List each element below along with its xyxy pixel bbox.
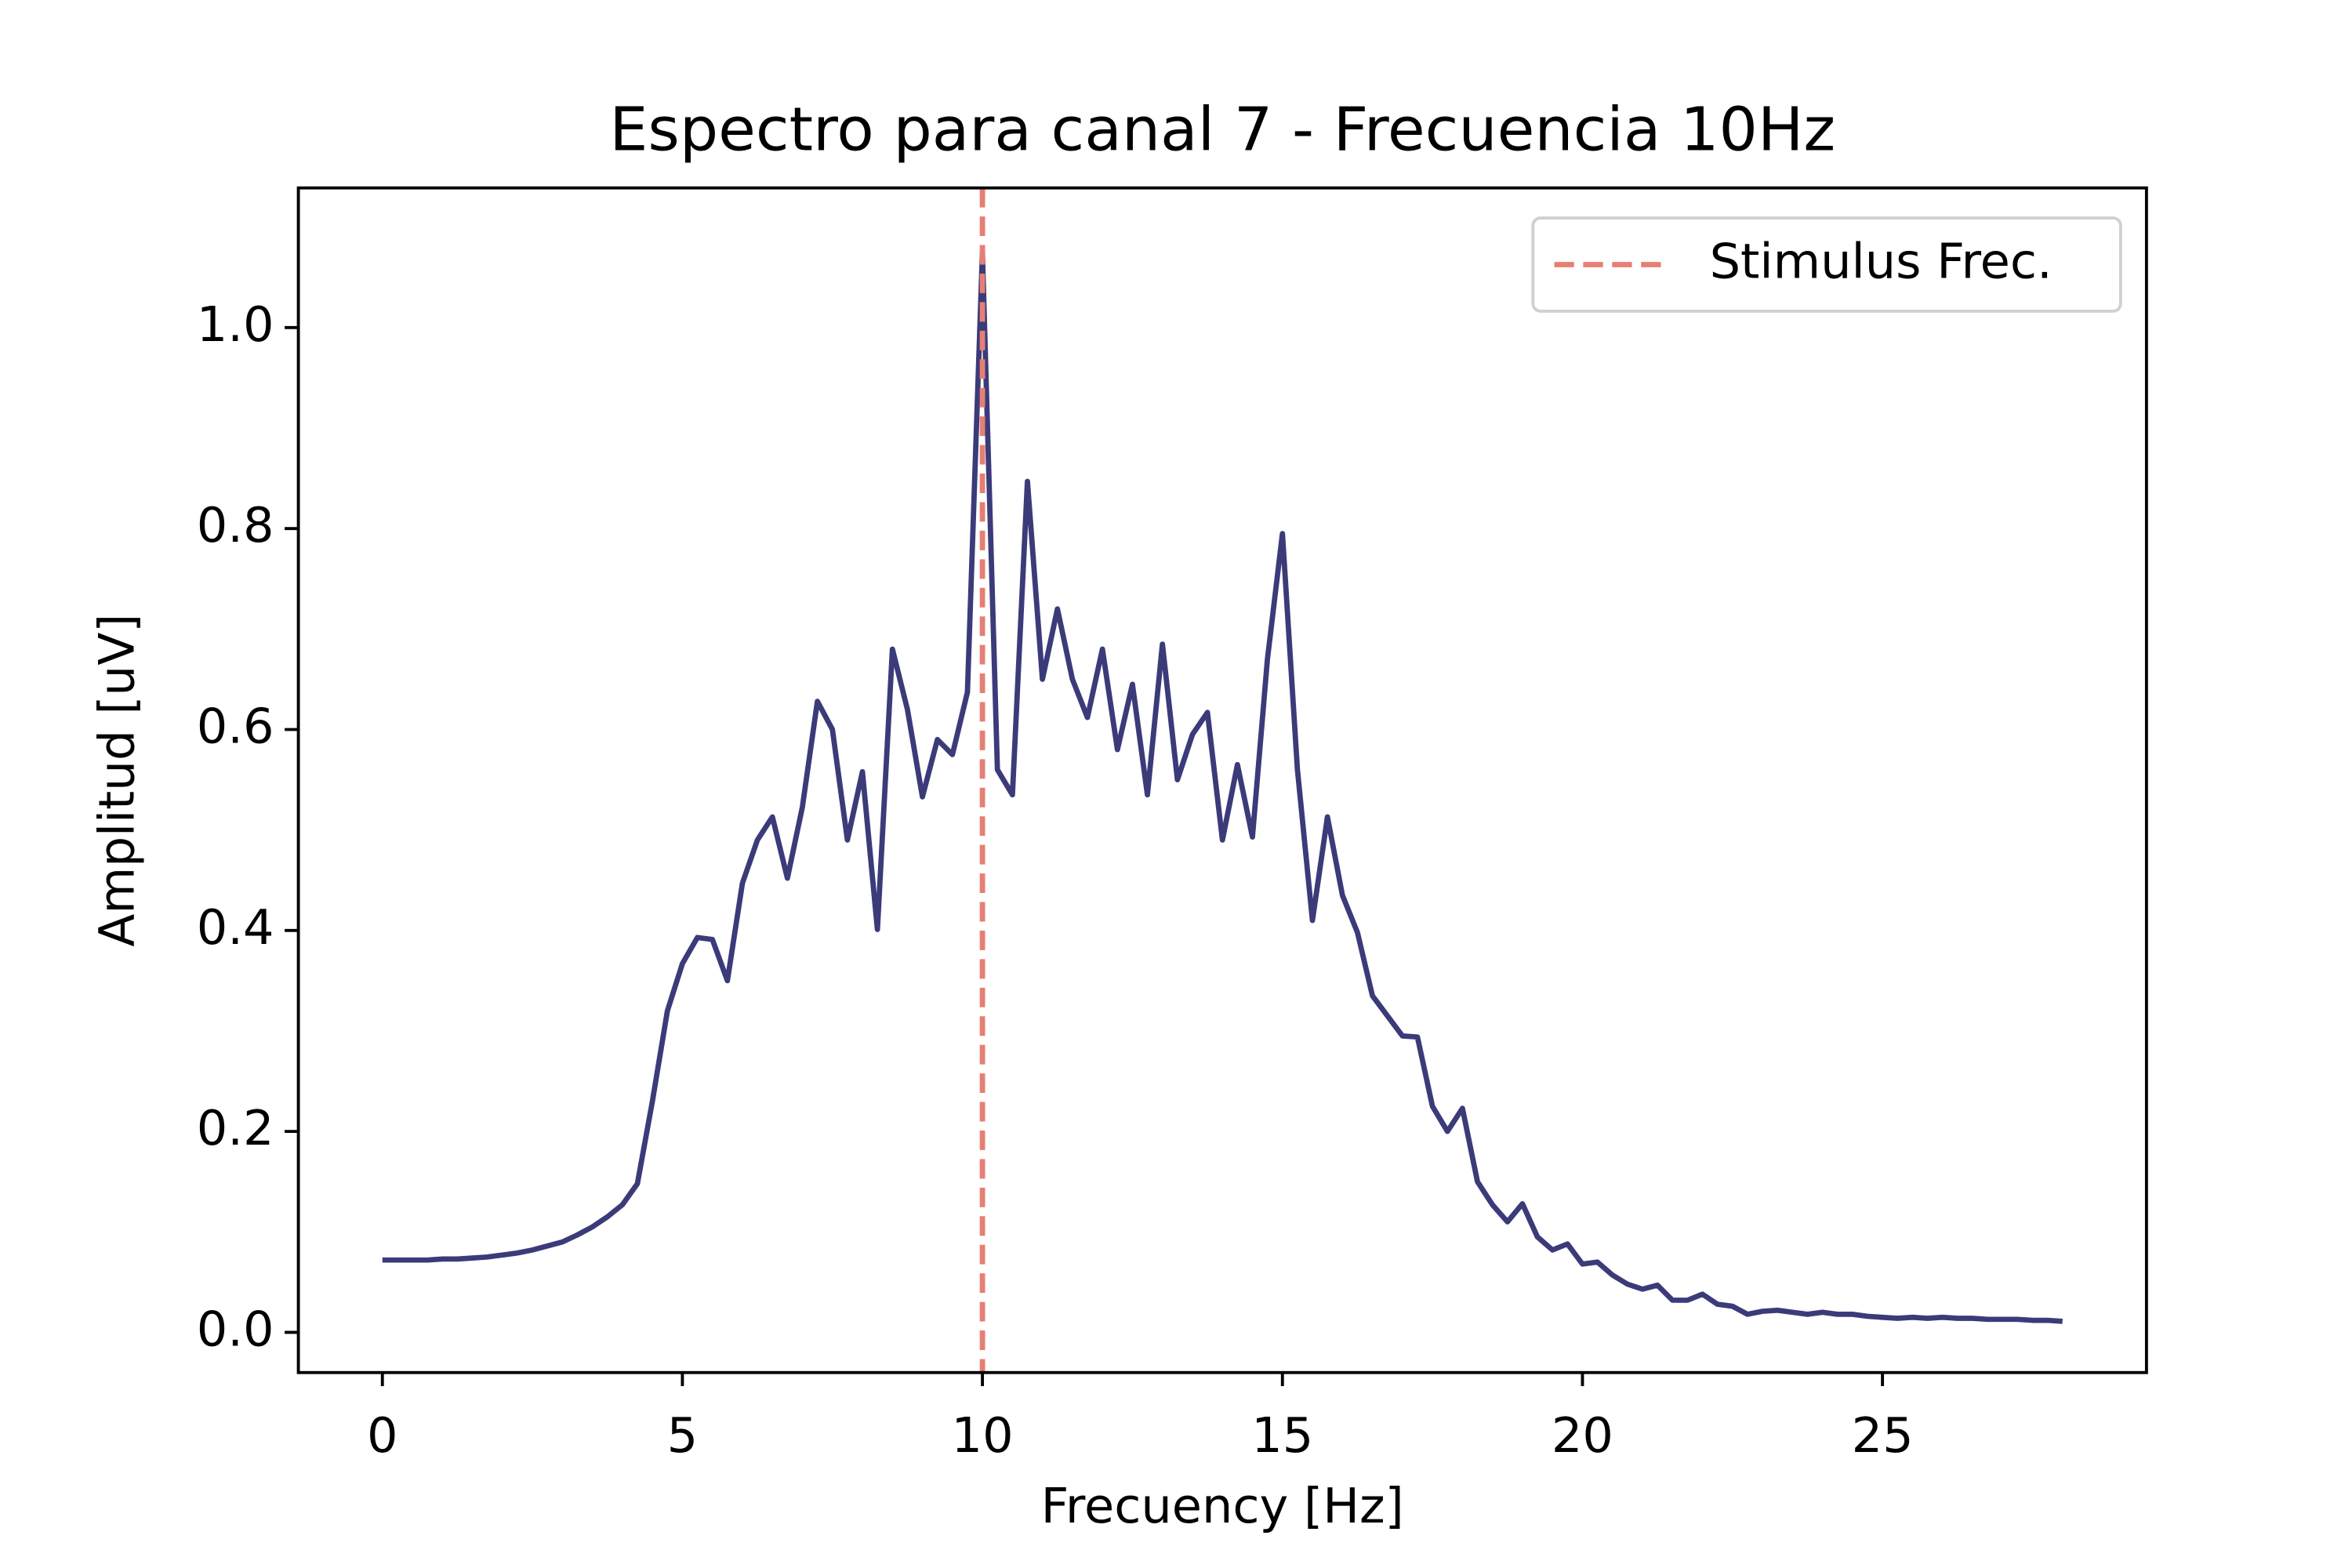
y-tick-label: 0.0 — [197, 1301, 274, 1358]
y-axis-label: Amplitud [uV] — [89, 614, 145, 947]
y-tick-label: 1.0 — [197, 296, 274, 353]
x-tick-label: 0 — [367, 1407, 398, 1464]
axes-frame — [296, 186, 2148, 1374]
legend-box — [1531, 216, 2122, 313]
x-tick-label: 15 — [1251, 1407, 1313, 1464]
x-tick-label: 25 — [1852, 1407, 1914, 1464]
x-tick-label: 20 — [1552, 1407, 1613, 1464]
y-tick-label: 0.6 — [197, 699, 274, 755]
chart-title: Espectro para canal 7 - Frecuencia 10Hz — [609, 95, 1835, 165]
y-tick-label: 0.8 — [197, 497, 274, 554]
x-tick-label: 10 — [952, 1407, 1014, 1464]
x-axis-label: Frecuency [Hz] — [1041, 1479, 1404, 1535]
y-tick-label: 0.2 — [197, 1100, 274, 1156]
plot-area — [382, 187, 2063, 1373]
legend-label: Stimulus Frec. — [1710, 234, 2053, 290]
x-tick-label: 5 — [667, 1407, 699, 1464]
spectrum-line — [382, 249, 2063, 1324]
y-tick-label: 0.4 — [197, 899, 274, 956]
